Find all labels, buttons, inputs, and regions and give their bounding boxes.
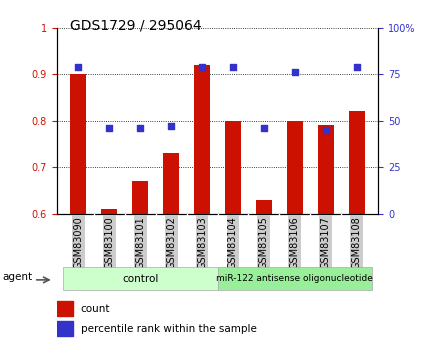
Bar: [286, 121, 302, 214]
Text: GSM83090: GSM83090: [73, 216, 83, 269]
Text: GSM83104: GSM83104: [227, 216, 237, 269]
Bar: [225, 121, 240, 214]
Text: control: control: [122, 274, 158, 284]
Bar: [56, 322, 72, 336]
Bar: [56, 301, 72, 316]
Bar: [348, 111, 364, 214]
Point: [322, 127, 329, 133]
Bar: [317, 125, 333, 214]
Text: GSM83100: GSM83100: [104, 216, 114, 269]
Text: GSM83107: GSM83107: [320, 216, 330, 269]
Bar: [132, 181, 148, 214]
Bar: [70, 74, 86, 214]
Point: [229, 64, 236, 69]
Point: [105, 126, 112, 131]
Bar: [194, 65, 209, 214]
Point: [291, 70, 298, 75]
Point: [75, 64, 82, 69]
FancyBboxPatch shape: [62, 267, 217, 290]
Text: GDS1729 / 295064: GDS1729 / 295064: [69, 19, 201, 33]
Point: [260, 126, 267, 131]
Point: [136, 126, 143, 131]
Text: miR-122 antisense oligonucleotide: miR-122 antisense oligonucleotide: [216, 274, 372, 283]
Text: agent: agent: [3, 272, 33, 282]
Bar: [101, 209, 117, 214]
Bar: [256, 200, 271, 214]
Text: GSM83103: GSM83103: [197, 216, 207, 269]
Point: [167, 124, 174, 129]
Text: GSM83106: GSM83106: [289, 216, 299, 269]
Text: GSM83102: GSM83102: [166, 216, 176, 269]
Bar: [163, 153, 178, 214]
Text: count: count: [81, 304, 110, 314]
FancyBboxPatch shape: [217, 267, 372, 290]
Point: [352, 64, 359, 69]
Point: [198, 64, 205, 69]
Text: GSM83108: GSM83108: [351, 216, 361, 269]
Text: GSM83105: GSM83105: [258, 216, 268, 269]
Text: percentile rank within the sample: percentile rank within the sample: [81, 324, 256, 334]
Text: GSM83101: GSM83101: [135, 216, 145, 269]
